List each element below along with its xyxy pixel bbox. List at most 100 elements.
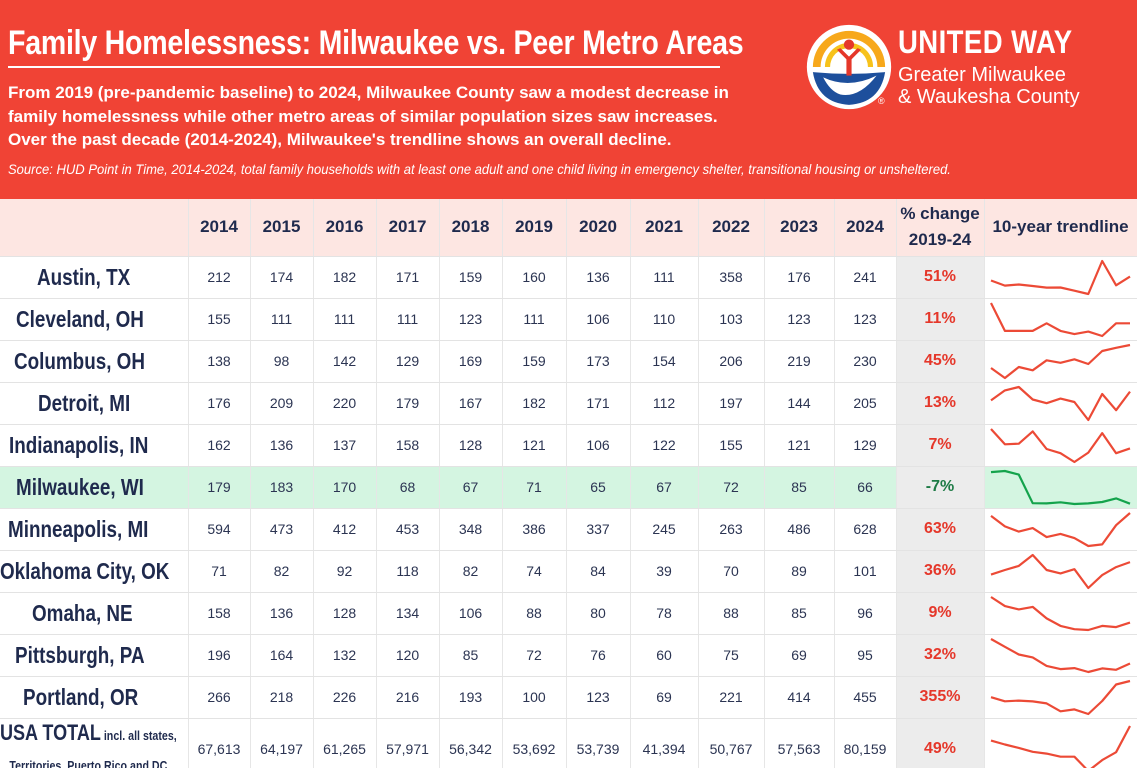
value-cell: 57,563 [764, 718, 835, 768]
value-cell: 129 [834, 424, 897, 467]
sparkline [990, 469, 1130, 505]
value-cell: 337 [566, 508, 631, 551]
value-cell: 53,739 [566, 718, 631, 768]
metro-name-text: Indianapolis, IN [8, 431, 149, 458]
value-cell: 216 [376, 676, 440, 719]
value-cell: 174 [250, 256, 314, 299]
year-header: 2016 [313, 199, 377, 257]
page-title: Family Homelessness: Milwaukee vs. Peer … [8, 24, 744, 62]
value-cell: 129 [376, 340, 440, 383]
sparkline [989, 302, 1130, 337]
sparkline-series [989, 595, 1130, 631]
table-row: Detroit, MI 176 209 220 179 167 182 171 112 197 14… [0, 382, 1137, 425]
sparkline [990, 679, 1130, 715]
value-cell: 123 [439, 298, 503, 341]
trendline-cell [984, 466, 1137, 509]
value-cell: 120 [376, 634, 440, 677]
value-cell: 628 [834, 508, 897, 551]
pct-change-cell: 32% [896, 634, 985, 677]
metro-name: Portland, OR [0, 676, 189, 719]
pct-change-cell: 11% [896, 298, 985, 341]
table-row: Minneapolis, MI 594 473 412 453 348 386 337 245 2… [0, 508, 1137, 551]
value-cell: 241 [834, 256, 897, 299]
value-cell: 72 [502, 634, 567, 677]
value-cell: 106 [439, 592, 503, 635]
year-header: 2018 [439, 199, 503, 257]
value-cell: 266 [188, 676, 251, 719]
metro-name-text: Portland, OR [23, 683, 139, 710]
year-header: 2019 [502, 199, 567, 257]
pct-change-cell: 49% [896, 718, 985, 768]
value-cell: 183 [250, 466, 314, 509]
sparkline-series [990, 469, 1130, 505]
value-cell: 128 [439, 424, 503, 467]
sparkline-series [990, 553, 1130, 589]
value-cell: 160 [502, 256, 567, 299]
trendline-cell [984, 508, 1137, 551]
value-cell: 88 [502, 592, 567, 635]
usa-total-label: USA TOTAL [0, 719, 101, 745]
brand-subtitle: Greater Milwaukee & Waukesha County [898, 64, 1080, 108]
pct-change-cell: 355% [896, 676, 985, 719]
value-cell: 39 [630, 550, 699, 593]
metro-name: Columbus, OH [0, 340, 189, 383]
year-header: 2023 [764, 199, 835, 257]
value-cell: 68 [376, 466, 440, 509]
value-cell: 386 [502, 508, 567, 551]
metro-name-text: Omaha, NE [32, 599, 134, 626]
table-row: Oklahoma City, OK 71 82 92 118 82 74 84 39 70 89 10… [0, 550, 1137, 593]
pct-change-cell: 9% [896, 592, 985, 635]
table-row: Austin, TX 212 174 182 171 159 160 136 111 358 176… [0, 256, 1137, 299]
value-cell: 41,394 [630, 718, 699, 768]
trendline-cell [984, 550, 1137, 593]
metro-name-text: Detroit, MI [37, 389, 130, 416]
sparkline [989, 511, 1131, 547]
sparkline-series [990, 725, 1131, 768]
sparkline [990, 725, 1131, 768]
value-cell: 71 [188, 550, 251, 593]
brand-line2: & Waukesha County [898, 86, 1080, 108]
value-cell: 101 [834, 550, 897, 593]
trendline-cell [984, 382, 1137, 425]
year-header: 2020 [566, 199, 631, 257]
metro-name: Omaha, NE [0, 592, 189, 635]
value-cell: 106 [566, 424, 631, 467]
value-cell: 348 [439, 508, 503, 551]
value-cell: 245 [630, 508, 699, 551]
sparkline-series [990, 679, 1130, 715]
value-cell: 78 [630, 592, 699, 635]
value-cell: 209 [250, 382, 314, 425]
value-cell: 60 [630, 634, 699, 677]
value-cell: 455 [834, 676, 897, 719]
value-cell: 67,613 [188, 718, 251, 768]
value-cell: 118 [376, 550, 440, 593]
value-cell: 123 [834, 298, 897, 341]
value-cell: 64,197 [250, 718, 314, 768]
sparkline-series [989, 385, 1131, 421]
trendline-header: 10-year trendline [984, 199, 1137, 257]
value-cell: 193 [439, 676, 503, 719]
value-cell: 159 [502, 340, 567, 383]
value-cell: 196 [188, 634, 251, 677]
year-header: 2017 [376, 199, 440, 257]
value-cell: 158 [188, 592, 251, 635]
value-cell: 67 [630, 466, 699, 509]
header-banner: Family Homelessness: Milwaukee vs. Peer … [0, 0, 1137, 199]
value-cell: 65 [566, 466, 631, 509]
value-cell: 453 [376, 508, 440, 551]
value-cell: 136 [566, 256, 631, 299]
value-cell: 158 [376, 424, 440, 467]
value-cell: 50,767 [698, 718, 765, 768]
data-table: 2014 2015 2016 2017 2018 2019 2020 2021 2022 2023… [0, 199, 1137, 768]
value-cell: 66 [834, 466, 897, 509]
value-cell: 412 [313, 508, 377, 551]
value-cell: 111 [376, 298, 440, 341]
value-cell: 112 [630, 382, 699, 425]
value-cell: 123 [566, 676, 631, 719]
sparkline-series [990, 259, 1131, 295]
value-cell: 56,342 [439, 718, 503, 768]
value-cell: 142 [313, 340, 377, 383]
year-header: 2014 [188, 199, 251, 257]
table-row: Portland, OR 266 218 226 216 193 100 123 69 221 41… [0, 676, 1137, 719]
value-cell: 230 [834, 340, 897, 383]
